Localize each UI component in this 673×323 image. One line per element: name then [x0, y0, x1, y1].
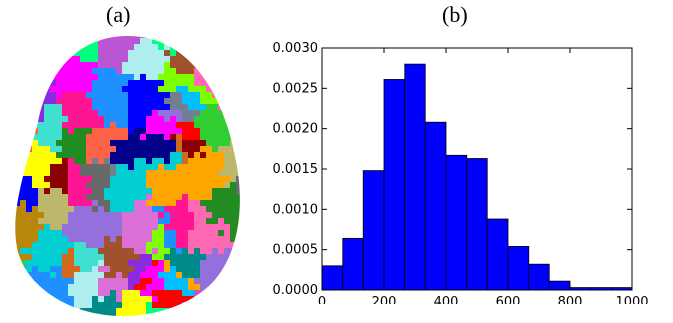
histogram-bar: [548, 280, 571, 291]
y-tick-label: 0.0000: [273, 283, 319, 298]
histogram-bar: [424, 121, 447, 291]
y-tick-label: 0.0015: [273, 162, 319, 177]
brain-parcellation-svg: [15, 36, 240, 317]
x-tick-label: 200: [372, 295, 397, 304]
histogram-bar: [507, 246, 530, 291]
panel-label-a: (a): [106, 2, 131, 27]
histogram-bar: [383, 79, 406, 291]
histogram-bar: [445, 154, 468, 291]
histogram-bar: [486, 218, 509, 291]
histogram-bar: [404, 63, 426, 291]
x-tick-label: 1000: [615, 295, 648, 304]
histogram-bar: [528, 263, 550, 291]
histogram-bar: [466, 158, 488, 291]
y-tick-label: 0.0010: [273, 202, 319, 217]
brain-parcellation-image: [8, 32, 248, 318]
x-tick-label: 600: [496, 295, 521, 304]
y-tick-label: 0.0025: [273, 81, 319, 96]
y-tick-label: 0.0020: [273, 122, 319, 137]
x-tick-label: 0: [318, 295, 326, 304]
y-tick-label: 0.0030: [273, 41, 319, 56]
y-tick-label: 0.0005: [273, 243, 319, 258]
histogram-bar: [321, 265, 344, 291]
histogram-bar: [342, 237, 364, 291]
x-tick-label: 800: [558, 295, 583, 304]
panel-label-b: (b): [442, 2, 468, 27]
histogram-chart: 0.0000 0.0005 0.0010 0.0015 0.0020 0.0025 0.00…: [273, 41, 649, 304]
x-tick-label: 400: [434, 295, 459, 304]
histogram-bar: [362, 170, 385, 291]
